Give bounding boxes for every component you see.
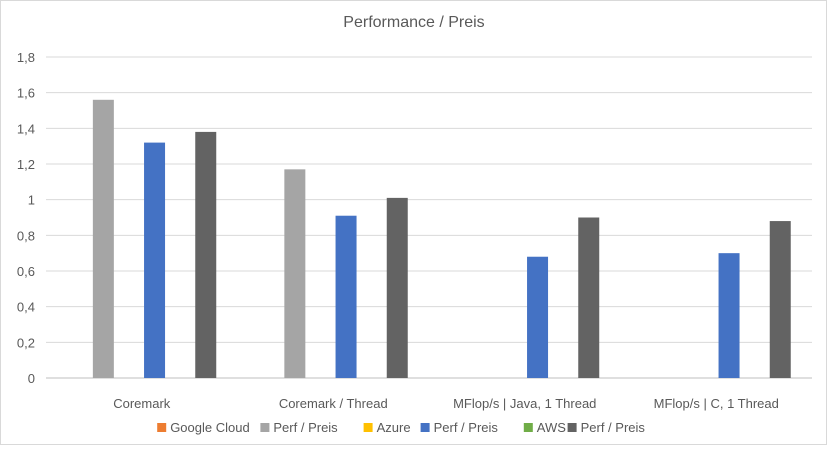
legend-swatch xyxy=(567,423,577,432)
chart-title: Performance / Preis xyxy=(343,14,484,31)
legend: Google Cloud Perf / Preis Azure Perf / Prei… xyxy=(157,420,645,435)
gridlines xyxy=(46,56,812,379)
legend-label: AWS xyxy=(537,420,566,435)
x-axis-labels: Coremark Coremark / Thread MFlop/s | Java,… xyxy=(113,396,779,411)
bar xyxy=(578,217,600,378)
bar xyxy=(527,256,549,378)
y-tick-label: 1 xyxy=(28,193,35,208)
y-tick-label: 0,2 xyxy=(17,335,35,350)
y-axis-ticks: 0 0,2 0,4 0,6 0,8 1 1,2 1,4 1,6 1,8 xyxy=(17,50,35,386)
bar xyxy=(144,142,166,378)
legend-swatch xyxy=(420,423,430,432)
y-tick-label: 0,8 xyxy=(17,228,35,243)
legend-swatch xyxy=(363,423,373,432)
bar xyxy=(335,215,357,378)
bar xyxy=(769,221,791,378)
bar xyxy=(92,99,114,379)
bar xyxy=(284,169,306,378)
bar xyxy=(386,197,408,378)
bar xyxy=(195,131,217,378)
y-tick-label: 1,6 xyxy=(17,86,35,101)
legend-swatch xyxy=(523,423,533,432)
y-tick-label: 0,6 xyxy=(17,264,35,279)
x-tick-label: Coremark xyxy=(113,396,171,411)
x-tick-label: Coremark / Thread xyxy=(279,396,388,411)
y-tick-label: 0 xyxy=(28,371,35,386)
bars xyxy=(92,99,791,379)
y-tick-label: 1,4 xyxy=(17,121,35,136)
legend-label: Perf / Preis xyxy=(581,420,646,435)
legend-label: Perf / Preis xyxy=(434,420,499,435)
legend-label: Google Cloud xyxy=(170,420,250,435)
bar xyxy=(718,253,740,378)
x-tick-label: MFlop/s | C, 1 Thread xyxy=(654,396,779,411)
y-tick-label: 0,4 xyxy=(17,300,35,315)
legend-label: Perf / Preis xyxy=(273,420,338,435)
legend-label: Azure xyxy=(377,420,411,435)
x-tick-label: MFlop/s | Java, 1 Thread xyxy=(453,396,596,411)
y-tick-label: 1,2 xyxy=(17,157,35,172)
legend-swatch xyxy=(157,423,167,432)
legend-swatch xyxy=(260,423,270,432)
y-tick-label: 1,8 xyxy=(17,50,35,65)
